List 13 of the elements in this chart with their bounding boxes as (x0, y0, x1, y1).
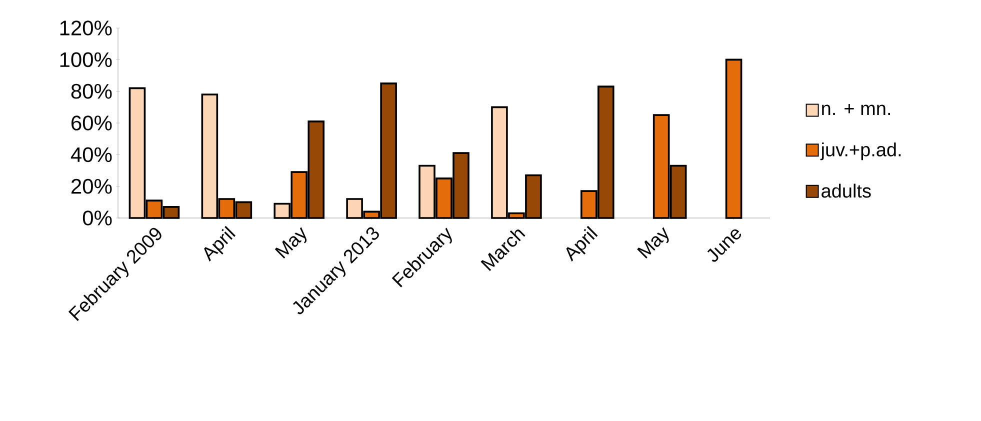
y-tick-label: 60% (72, 116, 112, 130)
y-tick-label: 120% (60, 20, 112, 36)
legend-label: juv.+p.ad. (820, 142, 901, 160)
y-tick-label: 80% (71, 84, 112, 99)
bar (725, 58, 742, 219)
y-tick-label: 0% (82, 210, 112, 226)
legend-label: n. + mn. (822, 104, 890, 115)
y-tick-label: 40% (70, 147, 112, 162)
x-tick-label: May (637, 227, 669, 259)
x-tick-label: May (274, 227, 307, 259)
y-tick-label: 20% (71, 178, 112, 194)
y-tick-label: 100% (60, 52, 112, 68)
legend-label: adults (822, 184, 871, 198)
